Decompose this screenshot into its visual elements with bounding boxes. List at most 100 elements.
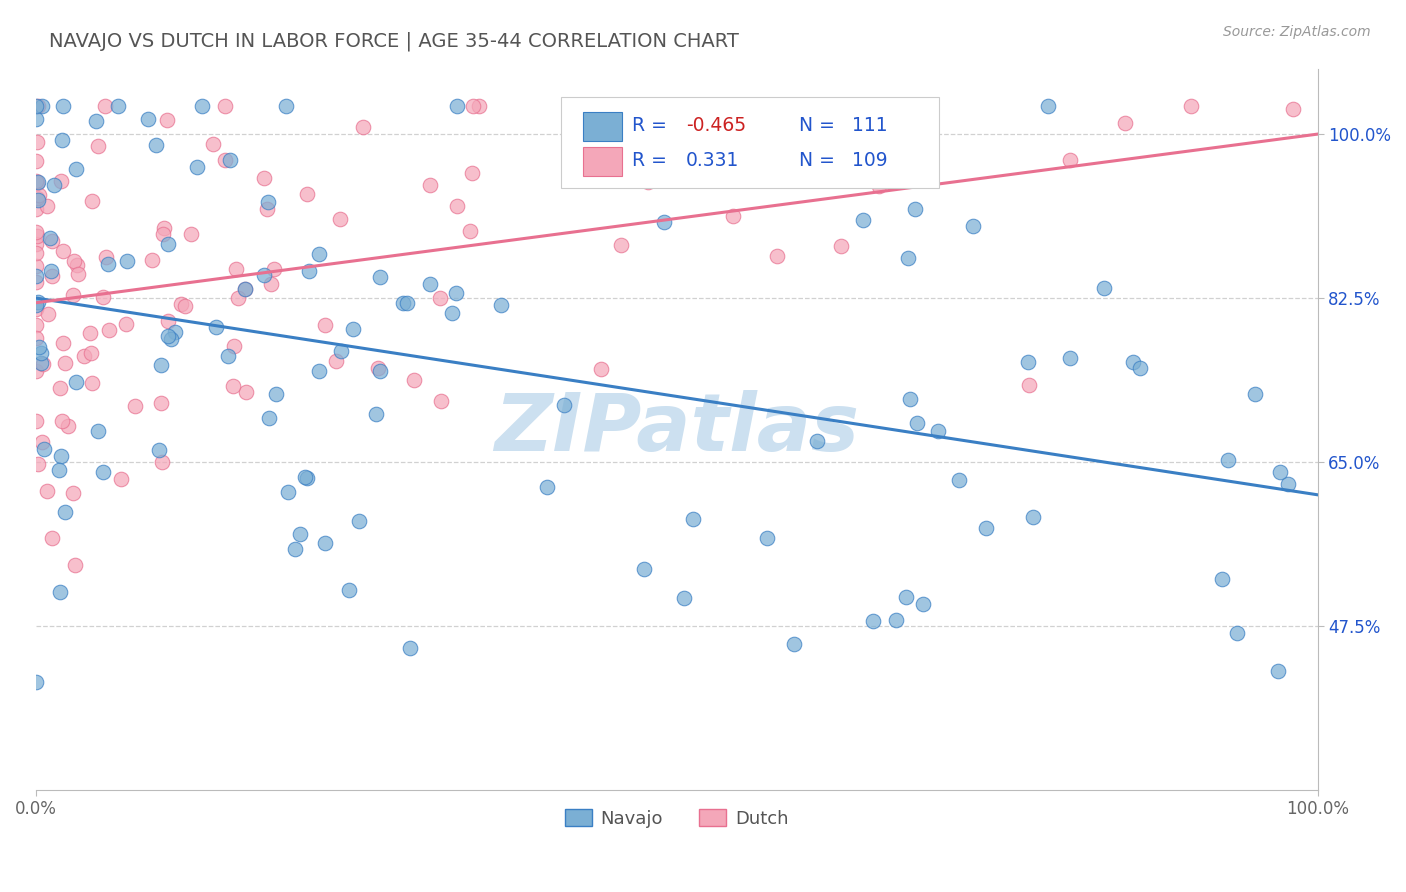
Text: 0.331: 0.331: [686, 152, 740, 170]
Point: [91, 465, 114, 479]
Point: [84, 114, 107, 128]
Point: [87, 424, 110, 438]
Point: [468, 99, 491, 113]
Point: [138, 112, 160, 126]
Point: [868, 178, 890, 193]
Point: [51, 133, 73, 147]
Point: [233, 282, 256, 296]
Point: [145, 138, 167, 153]
Point: [673, 591, 696, 606]
Point: [27, 457, 49, 471]
Point: [897, 251, 920, 265]
Point: [912, 597, 935, 611]
Point: [852, 213, 875, 227]
Point: [25, 99, 48, 113]
Point: [49, 449, 72, 463]
Point: [25, 275, 48, 289]
Point: [419, 178, 441, 192]
Point: [1022, 510, 1045, 524]
Point: [1226, 626, 1249, 640]
Point: [1018, 377, 1040, 392]
Point: [682, 512, 704, 526]
Point: [27, 194, 49, 208]
Point: [32, 357, 55, 371]
Point: [1244, 387, 1267, 401]
Point: [896, 590, 918, 604]
Point: [392, 296, 415, 310]
Point: [396, 296, 419, 310]
Point: [160, 332, 183, 346]
Point: [904, 202, 927, 216]
Point: [1268, 466, 1291, 480]
Point: [1211, 572, 1233, 586]
Point: [156, 328, 179, 343]
Point: [256, 202, 278, 216]
Point: [148, 443, 170, 458]
Text: Source: ZipAtlas.com: Source: ZipAtlas.com: [1223, 25, 1371, 39]
Point: [87, 139, 110, 153]
Point: [461, 99, 484, 113]
Point: [42, 178, 65, 193]
Point: [609, 237, 631, 252]
Point: [80, 376, 103, 390]
Point: [38, 231, 60, 245]
Point: [66, 258, 89, 272]
Point: [756, 531, 779, 545]
Point: [141, 252, 163, 267]
Point: [37, 307, 59, 321]
Point: [25, 268, 48, 283]
Point: [352, 120, 374, 134]
Point: [1059, 153, 1081, 168]
Point: [65, 558, 87, 573]
Point: [217, 349, 239, 363]
Point: [1277, 476, 1299, 491]
Point: [314, 535, 336, 549]
Point: [25, 675, 48, 690]
Point: [91, 290, 114, 304]
Point: [214, 153, 236, 167]
Point: [32, 442, 55, 456]
FancyBboxPatch shape: [583, 112, 621, 142]
Point: [277, 484, 299, 499]
Point: [295, 471, 318, 485]
Point: [1122, 355, 1144, 369]
Point: [49, 381, 72, 395]
Point: [429, 291, 451, 305]
Point: [25, 298, 48, 312]
Point: [27, 99, 49, 113]
Point: [157, 314, 180, 328]
Point: [367, 360, 389, 375]
Point: [366, 407, 388, 421]
Point: [728, 114, 751, 128]
Point: [214, 99, 236, 113]
Point: [79, 326, 101, 340]
Point: [150, 358, 173, 372]
Point: [48, 463, 70, 477]
Point: [51, 414, 73, 428]
Point: [637, 175, 659, 189]
Point: [766, 249, 789, 263]
Point: [328, 212, 350, 227]
Point: [1218, 453, 1240, 467]
Text: -0.465: -0.465: [686, 116, 745, 136]
Point: [25, 191, 48, 205]
Point: [37, 199, 59, 213]
Point: [325, 354, 347, 368]
Point: [349, 514, 371, 528]
Point: [782, 637, 804, 651]
Point: [35, 484, 58, 499]
Point: [53, 356, 76, 370]
Point: [295, 186, 318, 201]
Point: [27, 295, 49, 310]
Text: R =: R =: [631, 152, 673, 170]
Point: [52, 99, 75, 113]
Point: [25, 259, 48, 273]
Point: [1036, 99, 1059, 113]
Point: [368, 364, 391, 378]
Point: [260, 277, 283, 291]
Point: [25, 202, 48, 216]
Point: [589, 362, 612, 376]
Point: [905, 416, 928, 430]
Point: [41, 234, 63, 248]
Point: [900, 392, 922, 406]
